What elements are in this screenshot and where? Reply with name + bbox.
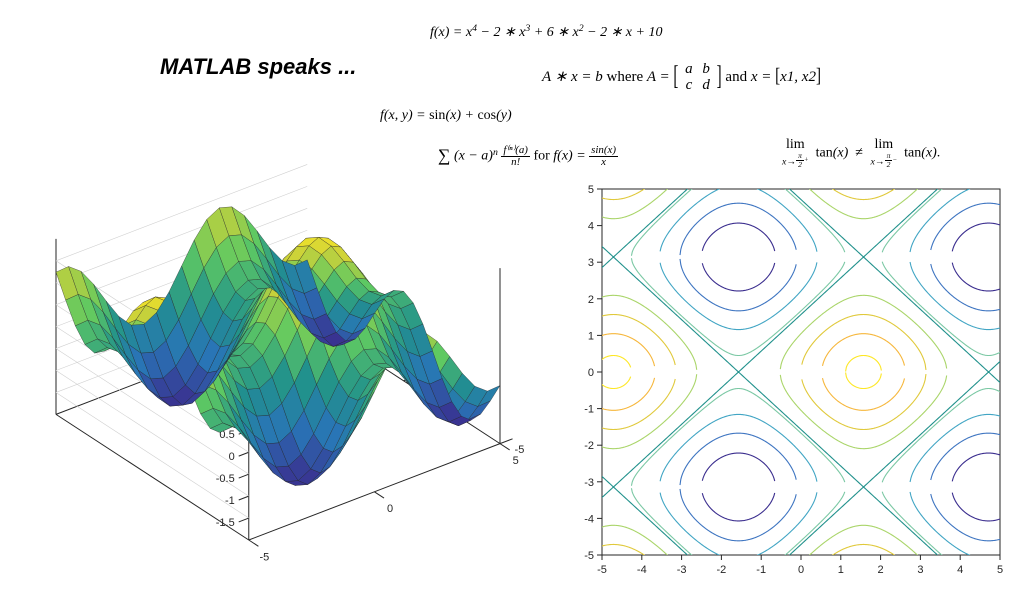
- lim-fn2: tan(x): [901, 145, 937, 160]
- page-title: MATLAB speaks ...: [160, 54, 356, 80]
- svg-text:5: 5: [997, 564, 1003, 576]
- linsys-and: and: [725, 69, 750, 85]
- formula-limits: lim x→π2+ tan(x) ≠ lim x→π2− tan(x).: [782, 138, 940, 168]
- svg-text:3: 3: [917, 564, 923, 576]
- svg-text:0: 0: [387, 503, 393, 515]
- linsys-vec: x1, x2: [780, 69, 816, 85]
- svg-text:-4: -4: [584, 513, 594, 525]
- svg-text:-5: -5: [597, 564, 607, 576]
- svg-text:-1: -1: [584, 404, 594, 416]
- svg-text:0: 0: [588, 367, 594, 379]
- formula-polynomial: f(x) = x4 − 2 ∗ x3 + 6 ∗ x2 − 2 ∗ x + 10: [430, 23, 662, 41]
- svg-text:0: 0: [229, 451, 235, 463]
- svg-text:-4: -4: [637, 564, 647, 576]
- taylor-fx: f(x) =: [553, 149, 589, 164]
- svg-text:5: 5: [513, 455, 519, 467]
- matrix-col2: bd: [699, 62, 713, 94]
- linsys-lhs: A ∗ x = b: [542, 69, 603, 85]
- svg-text:-3: -3: [584, 477, 594, 489]
- svg-text:4: 4: [957, 564, 963, 576]
- linsys-x-eq: x =: [751, 69, 775, 85]
- svg-text:0: 0: [798, 564, 804, 576]
- lim-fn1: tan(x): [812, 145, 852, 160]
- svg-text:-0.5: -0.5: [216, 473, 235, 485]
- sinc-frac: sin(x) x: [589, 145, 618, 168]
- lim-left: lim x→π2+: [782, 138, 809, 168]
- bracket-close-icon: ]: [717, 63, 722, 94]
- svg-text:3: 3: [588, 257, 594, 269]
- formula-polynomial-lhs: f(x) =: [430, 25, 466, 40]
- surface-plot: -1.5-1-0.500.511.5-505-505: [8, 110, 548, 580]
- svg-text:2: 2: [878, 564, 884, 576]
- svg-text:-1.5: -1.5: [216, 517, 235, 529]
- linsys-where: where: [607, 69, 647, 85]
- svg-text:-1: -1: [756, 564, 766, 576]
- svg-text:-2: -2: [584, 440, 594, 452]
- svg-text:-3: -3: [677, 564, 687, 576]
- linsys-A-eq: A =: [647, 69, 674, 85]
- svg-text:-5: -5: [260, 551, 270, 563]
- bracket2-close-icon: ]: [816, 67, 821, 89]
- svg-text:-1: -1: [225, 495, 235, 507]
- formula-polynomial-rhs: x4 − 2 ∗ x3 + 6 ∗ x2 − 2 ∗ x + 10: [466, 25, 663, 40]
- lim-right: lim x→π2−: [870, 138, 897, 168]
- svg-text:5: 5: [588, 184, 594, 196]
- svg-text:-5: -5: [515, 444, 525, 456]
- svg-text:4: 4: [588, 221, 594, 233]
- bracket2-open-icon: [: [775, 67, 780, 89]
- lim-period: .: [937, 145, 941, 160]
- contour-plot: -5 -4 -3 -2 -1 0 1 2 3 4 5 -5 -4 -3 -2 -1 0 1 2 3 4 5: [570, 183, 1006, 583]
- matrix-col1: ac: [682, 62, 696, 94]
- neq-icon: ≠: [855, 145, 863, 160]
- svg-text:2: 2: [588, 294, 594, 306]
- formula-linear-system: A ∗ x = b where A = [ ac bd ] and x = [x…: [542, 62, 821, 94]
- svg-text:1: 1: [838, 564, 844, 576]
- bracket-open-icon: [: [673, 63, 678, 94]
- svg-text:-2: -2: [717, 564, 727, 576]
- svg-text:1: 1: [588, 330, 594, 342]
- svg-text:-5: -5: [584, 550, 594, 562]
